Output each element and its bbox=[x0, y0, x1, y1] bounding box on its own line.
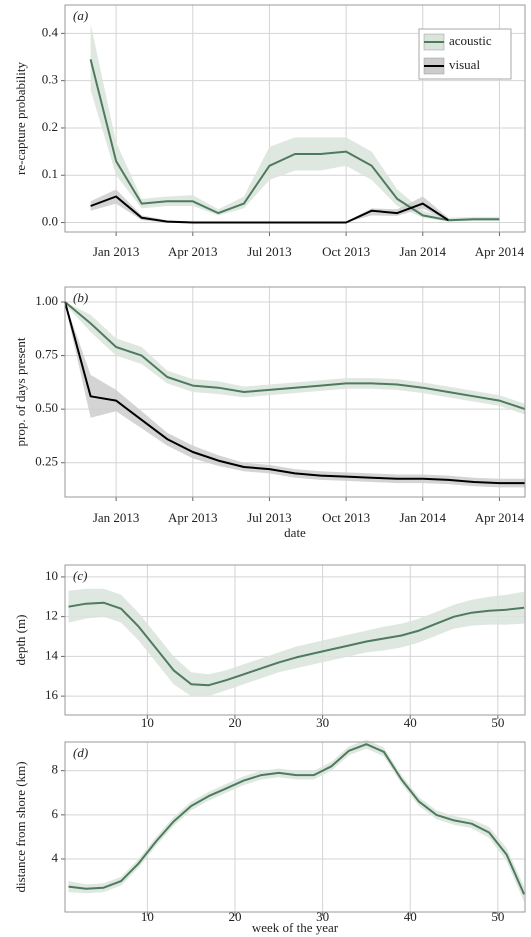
x-axis-label: date bbox=[284, 525, 306, 540]
y-tick-label: 4 bbox=[52, 850, 59, 865]
y-axis-label: distance from shore (km) bbox=[13, 761, 28, 892]
x-tick-label: 20 bbox=[228, 909, 241, 924]
y-tick-label: 8 bbox=[52, 762, 59, 777]
x-tick-label: Apr 2014 bbox=[475, 510, 525, 525]
x-tick-label: 30 bbox=[316, 909, 329, 924]
x-tick-label: 10 bbox=[141, 715, 154, 730]
data-line bbox=[64, 301, 526, 411]
x-tick-label: 20 bbox=[228, 715, 241, 730]
legend-label: visual bbox=[449, 57, 480, 72]
y-tick-label: 14 bbox=[45, 647, 59, 662]
y-tick-label: 0.4 bbox=[42, 24, 59, 39]
confidence-band bbox=[68, 739, 525, 903]
data-line bbox=[64, 301, 525, 485]
x-tick-label: Jul 2013 bbox=[247, 244, 291, 259]
x-tick-label: Apr 2013 bbox=[168, 244, 217, 259]
x-tick-label: Oct 2013 bbox=[322, 510, 370, 525]
plot-frame bbox=[64, 741, 526, 913]
y-tick-label: 12 bbox=[45, 608, 58, 623]
x-tick-label: Jan 2013 bbox=[93, 510, 140, 525]
y-tick-label: 0.1 bbox=[42, 166, 58, 181]
data-line bbox=[90, 195, 449, 224]
data-line bbox=[89, 59, 500, 222]
panel-tag: (a) bbox=[73, 8, 88, 23]
plot-frame bbox=[64, 564, 526, 716]
x-tick-label: 40 bbox=[404, 909, 417, 924]
y-tick-label: 16 bbox=[45, 687, 59, 702]
y-tick-label: 0.2 bbox=[42, 119, 58, 134]
x-axis-label: week of the year bbox=[252, 920, 339, 935]
x-tick-label: Jul 2013 bbox=[247, 510, 291, 525]
x-tick-label: 30 bbox=[316, 715, 329, 730]
y-tick-label: 10 bbox=[45, 568, 58, 583]
y-tick-label: 0.75 bbox=[35, 347, 58, 362]
y-axis-label: prop. of days present bbox=[13, 337, 28, 446]
y-axis-label: re-capture probability bbox=[13, 62, 28, 175]
y-axis-label: depth (m) bbox=[13, 615, 28, 666]
panel-tag: (c) bbox=[73, 568, 87, 583]
plot-frame bbox=[64, 286, 526, 498]
plot-background bbox=[65, 565, 525, 715]
y-tick-label: 6 bbox=[52, 806, 59, 821]
legend-label: acoustic bbox=[449, 33, 492, 48]
plot-background bbox=[65, 742, 525, 912]
data-line bbox=[68, 601, 525, 687]
x-tick-label: 50 bbox=[491, 715, 504, 730]
y-tick-label: 1.00 bbox=[35, 293, 58, 308]
x-tick-label: Jan 2013 bbox=[93, 244, 140, 259]
x-tick-label: Oct 2013 bbox=[322, 244, 370, 259]
x-tick-label: Apr 2013 bbox=[168, 510, 217, 525]
y-tick-label: 0.50 bbox=[35, 400, 58, 415]
x-tick-label: Jan 2014 bbox=[399, 244, 446, 259]
x-tick-label: 10 bbox=[141, 909, 154, 924]
plot-frame bbox=[64, 4, 526, 233]
y-tick-label: 0.25 bbox=[35, 454, 58, 469]
x-tick-label: 40 bbox=[404, 715, 417, 730]
panel-tag: (d) bbox=[73, 745, 88, 760]
y-tick-label: 0.3 bbox=[42, 72, 58, 87]
confidence-band bbox=[68, 588, 525, 697]
x-tick-label: Jan 2014 bbox=[399, 510, 446, 525]
x-tick-label: Apr 2014 bbox=[475, 244, 525, 259]
panel-tag: (b) bbox=[73, 290, 88, 305]
y-tick-label: 0.0 bbox=[42, 214, 58, 229]
confidence-band bbox=[65, 302, 525, 488]
data-line bbox=[68, 743, 526, 895]
x-tick-label: 50 bbox=[491, 909, 504, 924]
